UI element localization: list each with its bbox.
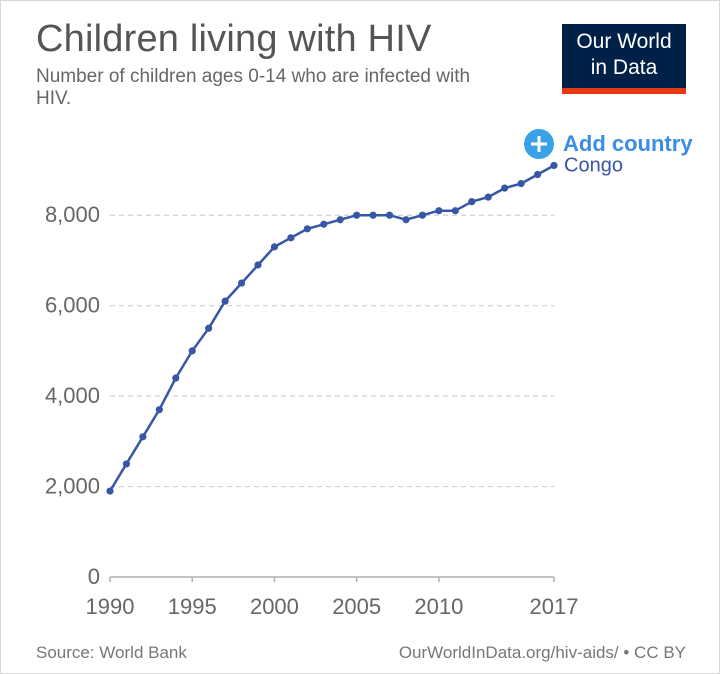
series-label: Congo [564, 154, 623, 176]
y-tick-label: 6,000 [45, 293, 100, 318]
data-point [172, 374, 180, 382]
series-line-congo [108, 164, 555, 492]
plus-circle-icon [524, 129, 554, 159]
data-point [188, 347, 196, 355]
data-point [533, 170, 542, 179]
x-tick-label: 2017 [530, 594, 579, 619]
chart-title: Children living with HIV [36, 18, 432, 60]
y-tick-label: 0 [88, 564, 100, 589]
data-point [122, 460, 131, 468]
data-point [205, 324, 213, 332]
x-tick-label: 2010 [414, 594, 463, 619]
data-point [484, 193, 492, 201]
data-point [287, 234, 295, 242]
source-note: Source: World Bank [36, 643, 187, 662]
footer-link[interactable]: OurWorldInData.org/hiv-aids/ • CC BY [398, 643, 686, 662]
data-point [106, 487, 114, 495]
logo-line-2: in Data [590, 56, 658, 79]
data-point [270, 243, 279, 251]
x-tick-label: 2005 [332, 594, 381, 619]
data-point [402, 216, 410, 224]
data-point [303, 225, 311, 233]
add-country-button[interactable]: Add country [524, 129, 693, 159]
chart-subtitle: Number of children ages 0-14 who are inf… [36, 66, 471, 109]
data-point [369, 211, 377, 219]
data-point [221, 297, 229, 305]
y-tick-label: 4,000 [45, 383, 100, 408]
x-tick-label: 1990 [86, 594, 135, 619]
data-point [139, 433, 147, 441]
data-point [550, 161, 558, 170]
data-point [320, 220, 328, 228]
data-point [254, 261, 262, 269]
y-tick-label: 2,000 [45, 474, 100, 499]
data-point [468, 198, 476, 206]
add-country-label: Add country [563, 131, 693, 156]
data-point [385, 211, 394, 219]
owid-logo[interactable]: Our World in Data [562, 24, 686, 94]
x-tick-label: 1995 [168, 594, 217, 619]
y-tick-label: 8,000 [45, 202, 100, 227]
data-point [517, 179, 525, 188]
data-point [237, 279, 246, 287]
data-point [501, 184, 509, 192]
data-point [353, 211, 361, 219]
data-point [418, 211, 427, 219]
data-point [336, 216, 344, 224]
data-point [155, 406, 163, 414]
data-point [435, 207, 443, 215]
x-tick-label: 2000 [250, 594, 299, 619]
data-point [451, 207, 459, 215]
logo-line-1: Our World [576, 30, 672, 53]
